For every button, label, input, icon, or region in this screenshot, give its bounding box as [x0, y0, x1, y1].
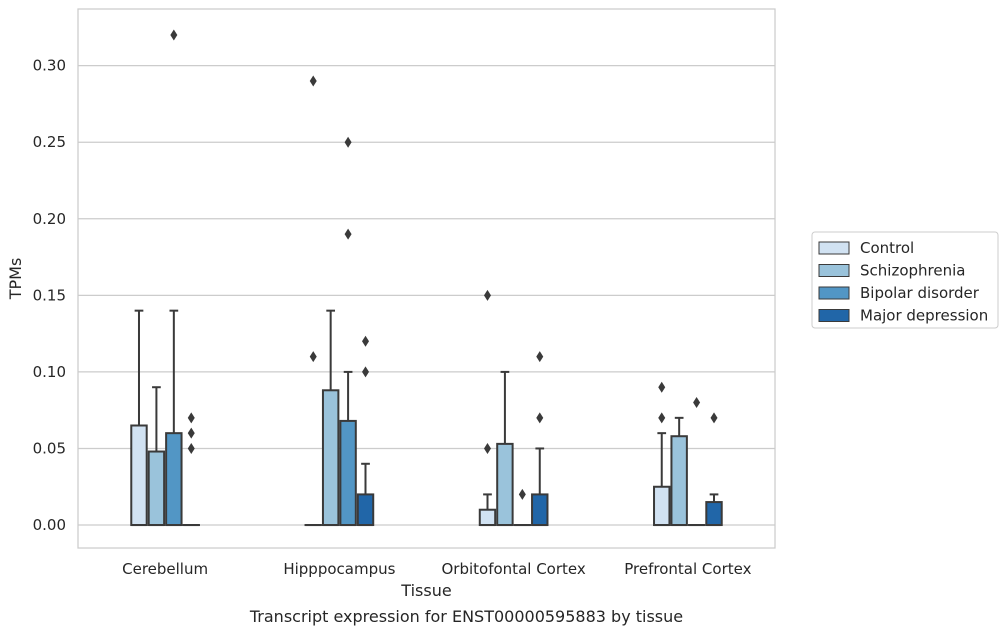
box-body	[496, 442, 514, 527]
legend-label: Bipolar disorder	[860, 284, 980, 302]
y-tick-label: 0.05	[33, 439, 66, 457]
y-tick-label: 0.15	[33, 286, 66, 304]
box-major-depression	[705, 412, 723, 527]
box-body	[321, 389, 340, 527]
y-tick-label: 0.10	[33, 363, 66, 381]
outlier-point	[483, 442, 491, 454]
box-control	[478, 289, 497, 527]
box-body	[531, 493, 549, 527]
x-tick-label: Orbitofontal Cortex	[442, 560, 586, 578]
x-tick-labels: Cerebellum Hipppocampus Orbitofontal Corte…	[122, 560, 751, 578]
outlier-point	[362, 366, 370, 378]
box-bipolar-disorder	[687, 397, 706, 527]
box-body	[147, 450, 166, 527]
box-marks	[130, 29, 723, 527]
box-major-depression	[531, 351, 549, 527]
box-major-depression	[182, 412, 200, 527]
outlier-point	[658, 381, 666, 393]
x-tick-label: Cerebellum	[122, 560, 208, 578]
plot-frame	[77, 8, 776, 549]
box-bipolar-disorder	[513, 488, 532, 527]
outlier-point	[536, 351, 544, 363]
box-control	[304, 75, 322, 527]
box-body	[165, 432, 183, 527]
outlier-point	[362, 335, 370, 347]
box-body	[478, 508, 497, 527]
box-schizophrenia	[496, 370, 514, 527]
outlier-point	[536, 412, 544, 424]
box-bipolar-disorder	[165, 29, 183, 527]
legend-swatch	[818, 264, 850, 277]
outlier-point	[187, 412, 195, 424]
y-tick-labels: 0.00 0.05 0.10 0.15 0.20 0.25 0.30	[33, 57, 66, 534]
legend-swatch	[818, 241, 850, 255]
box-control	[653, 381, 671, 527]
x-tick-label: Hipppocampus	[283, 560, 395, 578]
legend-swatch	[818, 309, 850, 322]
box-body	[339, 419, 357, 527]
box-major-depression	[356, 335, 375, 527]
y-tick-label: 0.20	[33, 210, 66, 228]
box-schizophrenia	[321, 309, 340, 527]
outlier-point	[187, 442, 195, 454]
outlier-point	[518, 488, 526, 500]
box-body	[670, 435, 688, 527]
y-tick-label: 0.00	[33, 516, 66, 534]
box-schizophrenia	[147, 386, 166, 527]
box-body	[653, 485, 671, 527]
outlier-point	[658, 412, 666, 424]
x-axis-label: Tissue	[400, 581, 451, 600]
legend-frame	[811, 231, 999, 329]
outlier-point	[187, 427, 195, 439]
box-body	[130, 424, 148, 527]
outlier-point	[710, 412, 718, 424]
legend-label: Control	[860, 239, 914, 257]
y-axis-label: TPMs	[6, 258, 25, 301]
outlier-point	[309, 75, 317, 87]
chart-title: Transcript expression for ENST0000059588…	[249, 607, 683, 626]
box-body	[705, 501, 723, 527]
box-bipolar-disorder	[339, 136, 357, 527]
outlier-point	[344, 136, 352, 148]
legend-swatch	[818, 286, 850, 300]
outlier-point	[693, 397, 701, 409]
y-tick-label: 0.30	[33, 57, 66, 75]
box-body	[356, 493, 375, 527]
outlier-point	[170, 29, 178, 41]
legend-label: Schizophrenia	[860, 262, 965, 280]
legend: Control Schizophrenia Bipolar disorder Majo…	[811, 231, 999, 329]
x-tick-label: Prefrontal Cortex	[624, 560, 751, 578]
outlier-point	[344, 228, 352, 240]
box-schizophrenia	[670, 416, 688, 527]
outlier-point	[483, 289, 491, 301]
y-tick-label: 0.25	[33, 133, 66, 151]
box-control	[130, 309, 148, 527]
outlier-point	[309, 351, 317, 363]
legend-label: Major depression	[860, 307, 988, 325]
